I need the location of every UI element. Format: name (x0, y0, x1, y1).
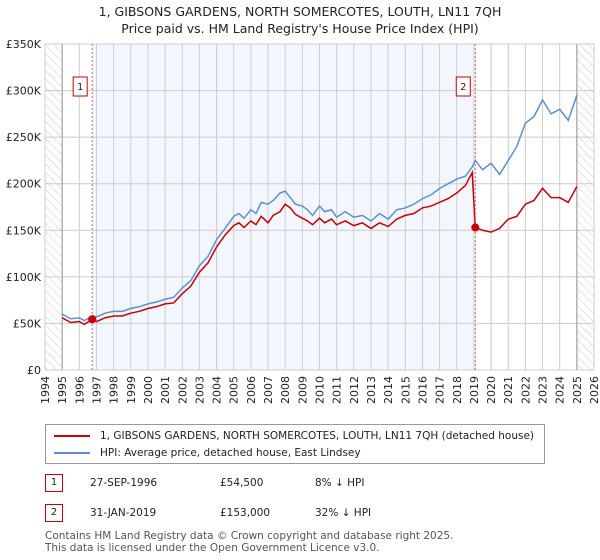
y-tick-label: £100K (6, 271, 42, 284)
y-tick-label: £150K (6, 224, 42, 237)
hpi-line (61, 94, 578, 322)
legend-item-property: 1, GIBSONS GARDENS, NORTH SOMERCOTES, LO… (54, 428, 534, 444)
y-tick-label: £350K (6, 38, 42, 51)
sale-badge: 1 (45, 474, 63, 492)
footer-line: This data is licensed under the Open Gov… (45, 542, 380, 554)
x-tick-label: 2026 (588, 376, 600, 404)
y-tick-label: £50K (13, 317, 42, 330)
x-tick-label: 2024 (554, 376, 567, 404)
x-tick-label: 2003 (193, 376, 206, 404)
x-tick-label: 2019 (468, 376, 481, 404)
x-tick-label: 1998 (108, 376, 121, 404)
plot-border (44, 43, 595, 371)
x-tick-label: 2021 (502, 376, 515, 404)
x-tick-label: 2022 (519, 376, 532, 404)
y-tick-label: £250K (6, 131, 42, 144)
x-tick-label: 2017 (434, 376, 447, 404)
x-tick-label: 2006 (245, 376, 258, 404)
y-tick-label: £0 (27, 364, 41, 377)
x-tick-label: 2012 (348, 376, 361, 404)
x-tick-label: 1997 (90, 376, 103, 404)
sale-date: 31-JAN-2019 (90, 507, 157, 519)
x-tick-label: 2004 (211, 376, 224, 404)
x-tick-label: 2015 (399, 376, 412, 404)
legend-label: HPI: Average price, detached house, East… (100, 447, 361, 459)
legend: 1, GIBSONS GARDENS, NORTH SOMERCOTES, LO… (45, 424, 545, 464)
x-tick-label: 2007 (262, 376, 275, 404)
x-tick-label: 2011 (331, 376, 344, 404)
footer: Contains HM Land Registry data © Crown c… (45, 530, 453, 554)
x-tick-label: 2008 (279, 376, 292, 404)
x-tick-label: 2023 (537, 376, 550, 404)
subtitle-line: Price paid vs. HM Land Registry's House … (121, 21, 479, 36)
x-tick-label: 2010 (314, 376, 327, 404)
x-tick-label: 2020 (485, 376, 498, 404)
sale-hpi-diff: 8% ↓ HPI (315, 477, 365, 489)
sale-label-box (72, 76, 88, 97)
sale-point (471, 223, 480, 232)
hatched-region (45, 44, 63, 370)
x-tick-label: 2000 (142, 376, 155, 404)
x-tick-label: 1994 (39, 376, 52, 404)
x-tick-label: 2014 (382, 376, 395, 404)
sale-price: £54,500 (220, 477, 264, 489)
sale-date: 27-SEP-1996 (90, 477, 158, 489)
x-tick-label: 2016 (416, 376, 429, 404)
price-chart: 1994 1995 1996 1997 1998 1999 2000 2001 2002 2003… (6, 38, 600, 404)
x-tick-label: 2018 (451, 376, 464, 404)
title-line: 1, GIBSONS GARDENS, NORTH SOMERCOTES, LO… (98, 4, 502, 19)
legend-swatch-red (54, 435, 90, 437)
x-tick-label: 1999 (125, 376, 138, 404)
x-tick-label: 2009 (296, 376, 309, 404)
hatched-region (576, 44, 594, 370)
legend-label: 1, GIBSONS GARDENS, NORTH SOMERCOTES, LO… (100, 430, 535, 442)
price-paid-line (61, 169, 578, 326)
sale-price: £153,000 (220, 507, 271, 519)
footer-line: Contains HM Land Registry data © Crown c… (45, 530, 454, 542)
x-tick-label: 2002 (176, 376, 189, 404)
x-tick-label: 1995 (56, 376, 69, 404)
sale-label: 1 (77, 82, 83, 93)
legend-item-hpi: HPI: Average price, detached house, East… (54, 445, 361, 461)
y-tick-label: £300K (6, 85, 42, 98)
x-tick-label: 1996 (73, 376, 86, 404)
x-tick-label: 2001 (159, 376, 172, 404)
sale-point (88, 315, 97, 324)
x-tick-label: 2025 (571, 376, 584, 404)
x-tick-label: 2013 (365, 376, 378, 404)
y-tick-label: £200K (6, 178, 42, 191)
sale-label-box (455, 76, 471, 97)
x-tick-label: 2005 (228, 376, 241, 404)
legend-swatch-blue (54, 452, 90, 454)
sale-badge: 2 (45, 504, 63, 522)
sale-hpi-diff: 32% ↓ HPI (315, 507, 372, 519)
sale-label: 2 (460, 82, 466, 93)
chart-title: 1, GIBSONS GARDENS, NORTH SOMERCOTES, LO… (0, 3, 600, 37)
